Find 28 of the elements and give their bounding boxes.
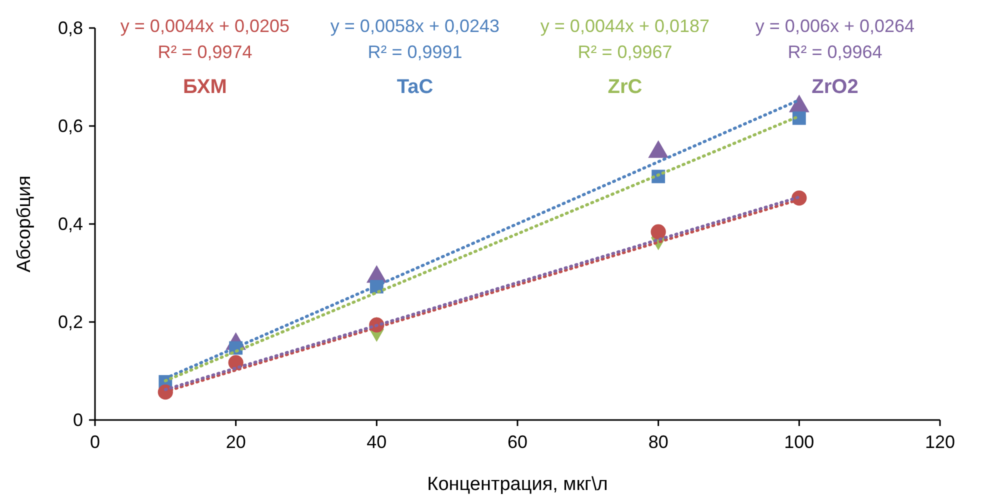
- annotation: y = 0,0058x + 0,0243: [330, 16, 500, 36]
- annotation: R² = 0,9964: [788, 42, 882, 62]
- y-tick-label: 0,2: [58, 312, 83, 332]
- annotation: y = 0,0044x + 0,0187: [540, 16, 710, 36]
- x-tick-label: 100: [784, 432, 814, 452]
- y-tick-label: 0: [72, 410, 83, 430]
- text: БХМ: [183, 76, 227, 98]
- y-tick-label: 0,8: [58, 18, 83, 38]
- annotation: y = 0,0044x + 0,0205: [120, 16, 290, 36]
- point: [792, 111, 806, 125]
- series-label: ZrO2: [812, 76, 858, 98]
- x-tick-label: 60: [507, 432, 528, 452]
- x-axis-title: Концентрация, мкг\л: [427, 474, 608, 495]
- x-tick-label: 0: [90, 432, 100, 452]
- y-tick-label: 0,6: [58, 116, 83, 136]
- annotation: y = 0,006x + 0,0264: [755, 16, 915, 36]
- text: TaC: [396, 76, 434, 98]
- y-axis-title: Абсорбция: [14, 176, 35, 272]
- y-tick-label: 0,4: [58, 214, 83, 234]
- x-tick-label: 40: [366, 432, 387, 452]
- point: [650, 224, 666, 240]
- annotation: R² = 0,9991: [368, 42, 462, 62]
- annotation: R² = 0,9967: [578, 42, 672, 62]
- x-tick-label: 120: [924, 432, 956, 452]
- annotation: R² = 0,9974: [158, 42, 252, 62]
- x-tick-label: 80: [648, 432, 668, 452]
- text: ZrC: [608, 76, 642, 98]
- x-tick-label: 20: [226, 432, 246, 452]
